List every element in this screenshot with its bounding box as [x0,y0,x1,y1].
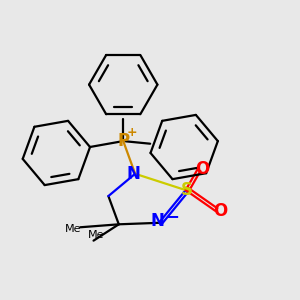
Text: P: P [117,132,129,150]
Text: N: N [151,212,164,230]
Text: N: N [127,165,141,183]
Text: +: + [127,126,137,139]
Text: −: − [165,207,179,225]
Text: Me: Me [64,224,81,234]
Text: S: S [181,181,193,199]
Text: O: O [214,202,228,220]
Text: Me: Me [88,230,105,240]
Text: O: O [195,160,209,178]
